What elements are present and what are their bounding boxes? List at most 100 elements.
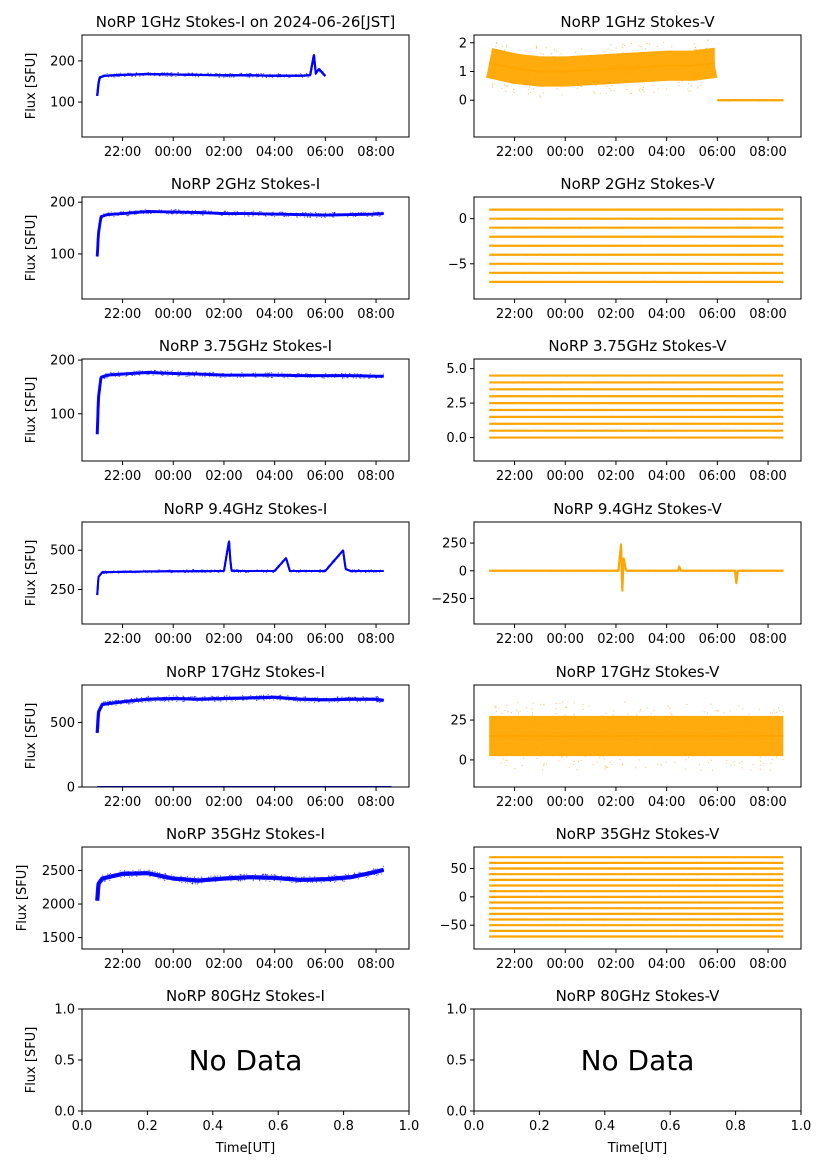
data-point [294, 374, 296, 376]
data-point [343, 558, 345, 560]
data-point [178, 374, 181, 377]
data-point [306, 372, 308, 374]
data-point [252, 372, 255, 375]
data-point [512, 395, 515, 397]
data-point [343, 377, 345, 379]
data-point [596, 281, 598, 283]
data-point [319, 68, 321, 70]
data-point [664, 254, 666, 256]
data-point [665, 272, 668, 274]
axes-frame [473, 34, 802, 138]
data-point [782, 272, 784, 274]
data-point [499, 409, 502, 411]
data-point [560, 52, 563, 54]
data-point [334, 560, 336, 562]
data-point [585, 423, 587, 425]
data-point [150, 74, 152, 76]
data-point [285, 73, 288, 76]
data-point [375, 695, 377, 698]
data-point [132, 372, 134, 374]
data-point [161, 211, 163, 214]
data-point [306, 376, 309, 378]
data-point [146, 212, 149, 214]
data-point [628, 62, 630, 65]
data-point [163, 696, 165, 698]
data-point [230, 699, 232, 701]
data-point [282, 213, 284, 216]
data-point [163, 71, 166, 74]
data-point [204, 372, 206, 374]
data-point [321, 215, 323, 217]
data-point [160, 73, 162, 75]
data-point [600, 570, 602, 572]
data-point [685, 430, 687, 432]
data-point [719, 227, 721, 229]
data-point [259, 213, 261, 215]
data-point [331, 699, 333, 701]
data-point [277, 567, 279, 569]
data-point [204, 212, 206, 214]
x-tick-label: 22:00 [496, 632, 533, 647]
data-point [117, 214, 119, 217]
data-point [662, 733, 664, 735]
data-point [728, 272, 730, 274]
data-point [301, 211, 304, 214]
data-point [229, 561, 232, 563]
data-point [688, 416, 690, 418]
data-point [663, 244, 665, 246]
data-point [361, 373, 363, 375]
data-point [636, 569, 638, 571]
data-point [633, 430, 635, 432]
data-point [333, 376, 336, 378]
data-point [182, 696, 185, 698]
data-point [718, 409, 721, 411]
data-point [639, 46, 641, 48]
data-point [157, 571, 159, 574]
y-axis-label: Flux [SFU] [24, 703, 39, 770]
data-point [582, 429, 584, 431]
data-point [600, 263, 602, 265]
data-point [636, 422, 638, 424]
data-point [578, 281, 580, 283]
data-point [598, 209, 600, 211]
data-point [358, 212, 360, 214]
data-point [576, 388, 578, 390]
data-point [490, 395, 492, 397]
data-point [636, 382, 638, 384]
data-point [505, 430, 507, 432]
data-point [241, 569, 244, 571]
data-point [732, 416, 734, 418]
data-point [492, 395, 494, 397]
data-point [741, 429, 743, 431]
data-point [705, 59, 707, 61]
data-point [668, 382, 671, 384]
x-tick-label: 00:00 [547, 632, 584, 647]
data-point [749, 569, 751, 571]
data-point [499, 416, 501, 418]
data-point [171, 75, 173, 77]
data-point [701, 82, 703, 84]
data-point [727, 227, 729, 229]
data-point [170, 210, 172, 212]
data-point [274, 215, 276, 218]
data-point [272, 699, 275, 701]
data-point [491, 382, 493, 384]
data-point [554, 59, 557, 61]
data-point [752, 737, 754, 740]
data-point [567, 271, 570, 273]
data-point [263, 73, 265, 75]
series-line [96, 371, 384, 435]
data-point [504, 375, 506, 377]
chart-panel-7: 22:00 00:00 02:00 04:00 06:00 08:00−2500250No… [431, 500, 802, 647]
data-point [541, 245, 543, 247]
data-point [598, 423, 600, 425]
data-point [774, 235, 776, 237]
data-point [730, 226, 732, 229]
data-point [145, 372, 147, 374]
data-point [683, 570, 685, 572]
data-point [197, 697, 200, 700]
series-band [95, 210, 385, 257]
data-point [649, 437, 651, 439]
data-point [581, 253, 583, 255]
data-point [115, 212, 117, 214]
